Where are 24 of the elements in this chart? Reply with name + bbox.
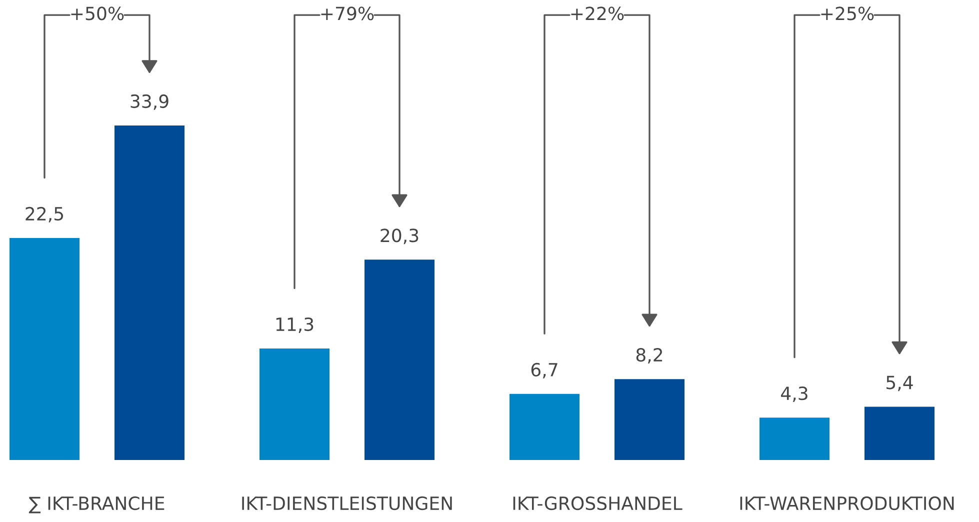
x-tick-label: IKT-WARENPRODUKTION xyxy=(740,496,954,510)
bar xyxy=(114,125,184,460)
text: +25% xyxy=(821,6,874,20)
bar xyxy=(864,406,934,460)
bar xyxy=(614,379,684,460)
text: +22% xyxy=(571,6,624,20)
x-tick-label: IKT-DIENSTLEISTUNGEN xyxy=(242,496,452,510)
data-label: 6,7 xyxy=(531,362,558,378)
data-label: 22,5 xyxy=(26,206,64,222)
bar xyxy=(260,348,330,460)
text: +79% xyxy=(321,6,374,20)
data-label: 4,3 xyxy=(781,386,808,402)
data-label: 33,9 xyxy=(130,94,168,110)
data-label: 5,4 xyxy=(886,376,913,392)
data-label: 8,2 xyxy=(636,348,662,364)
x-tick-label: ∑ IKT-BRANCHE xyxy=(28,496,164,514)
data-label: 11,3 xyxy=(276,317,314,333)
text: +50% xyxy=(71,6,124,20)
bar xyxy=(510,394,580,460)
x-tick-label: IKT-GROSSHANDEL xyxy=(513,496,682,510)
bar xyxy=(364,260,434,460)
data-label: 20,3 xyxy=(380,228,418,244)
bar xyxy=(760,418,830,460)
bar xyxy=(10,238,80,460)
